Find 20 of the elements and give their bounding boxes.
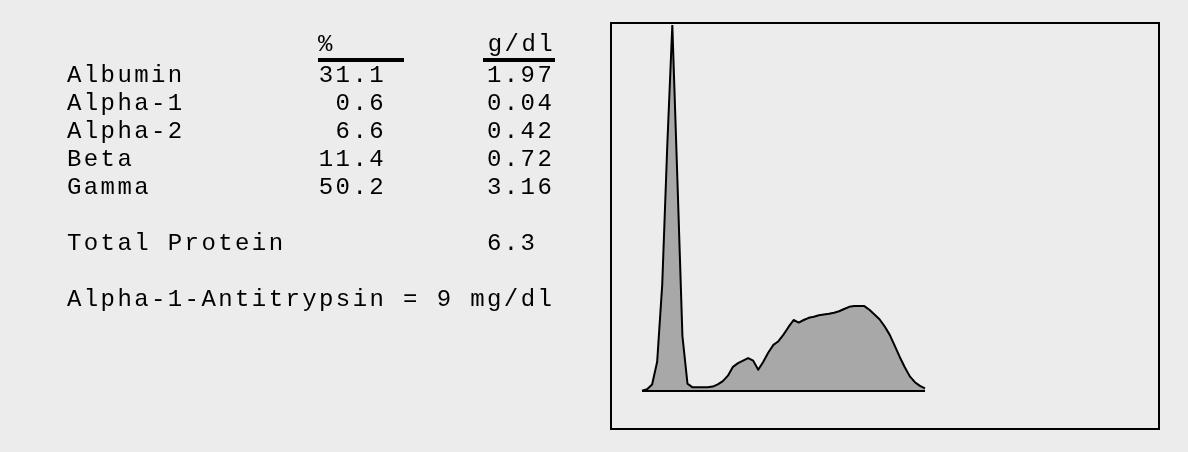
data-label: 0.72 <box>487 146 556 174</box>
data-label: 3.16 <box>487 174 556 202</box>
data-label: 31.1 <box>317 62 386 90</box>
data-label: 50.2 <box>317 174 386 202</box>
data-label: 0.6 <box>334 90 386 118</box>
data-label: 6.6 <box>334 118 386 146</box>
text: g/dl <box>483 31 555 62</box>
category-label: Alpha-2 <box>67 118 185 146</box>
category-label: Gamma <box>67 174 152 202</box>
data-label: 0.04 <box>487 90 556 118</box>
text: % <box>318 31 404 62</box>
data-label: 6.3 <box>487 230 539 258</box>
text: Alpha-1-Antitrypsin = 9 mg/dl <box>67 286 555 314</box>
category-label: Albumin <box>67 62 185 90</box>
category-label: Beta <box>67 146 135 174</box>
category-label: Alpha-1 <box>67 90 185 118</box>
category-label: Total Protein <box>67 230 286 258</box>
data-label: 11.4 <box>317 146 386 174</box>
data-label: 1.97 <box>487 62 556 90</box>
data-label: 0.42 <box>487 118 556 146</box>
